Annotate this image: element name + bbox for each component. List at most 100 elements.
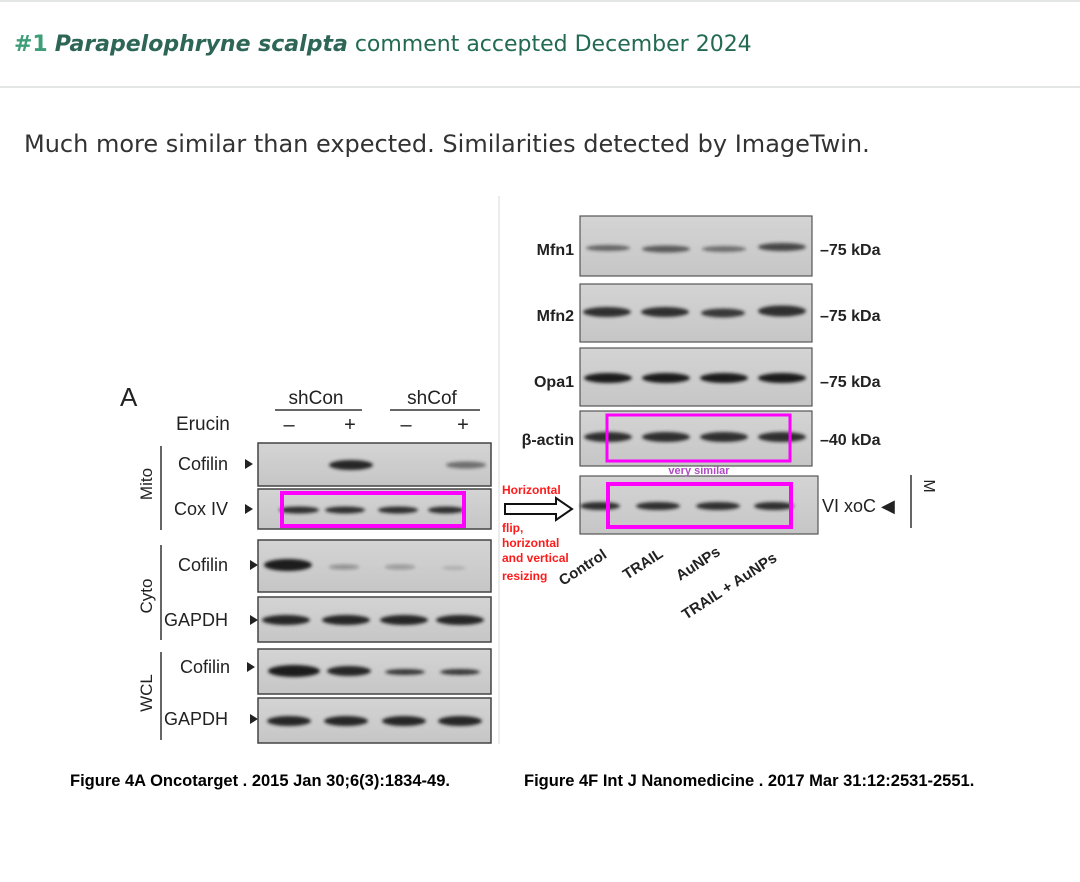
caption-left: Figure 4A Oncotarget . 2015 Jan 30;6(3):…: [70, 772, 450, 790]
blot-band: [641, 307, 689, 317]
transformation-annotation: Horizontal flip, horizontal and vertical…: [502, 483, 574, 583]
blot-band: [436, 615, 484, 625]
lane-label-trail: TRAIL: [620, 545, 666, 583]
annotation-line-3: horizontal: [502, 536, 559, 550]
row-label-cyto-cofilin: Cofilin: [178, 555, 228, 575]
lane-label-aunps: AuNPs: [673, 543, 724, 584]
blot-band: [324, 716, 368, 726]
section-label-cyto: Cyto: [137, 579, 156, 614]
right-blot-panel: Mfn1 Mfn2 Opa1 β-actin –75 kDa –75 kDa –…: [522, 215, 937, 623]
blot-band: [700, 373, 748, 383]
blot-band: [758, 243, 806, 251]
blot-band: [442, 566, 466, 570]
row-label-mfn2: Mfn2: [537, 308, 574, 325]
blot-band: [385, 669, 425, 675]
comment-header: #1 Parapelophryne scalpta comment accept…: [0, 2, 1080, 88]
blot-band: [264, 559, 312, 571]
blot-band: [700, 432, 748, 442]
blot-band: [701, 308, 745, 318]
row-label-beta-actin: β-actin: [522, 432, 574, 449]
blot-band: [586, 245, 630, 251]
section-label-wcl: WCL: [137, 674, 156, 712]
size-label-opa1: –75 kDa: [820, 374, 881, 391]
blot-band: [440, 669, 480, 675]
blot-band: [268, 665, 320, 677]
blot-band: [327, 666, 371, 676]
figure-divider: [498, 196, 500, 744]
row-arrow-icon: [250, 615, 258, 625]
row-label-wcl-cofilin: Cofilin: [180, 657, 230, 677]
blot-band: [428, 506, 464, 514]
blot-band: [325, 506, 365, 514]
panel-letter: A: [120, 382, 138, 412]
blot-band: [642, 245, 690, 253]
blot-band: [583, 307, 631, 317]
row-arrow-icon: [247, 662, 255, 672]
row-label-wcl-gapdh: GAPDH: [164, 709, 228, 729]
blot-band: [446, 461, 486, 469]
blot-band: [378, 506, 418, 514]
annotation-line-2: flip,: [502, 521, 523, 535]
flipped-coxiv-label: VI xoC ◀: [822, 496, 895, 516]
row-arrow-icon: [245, 459, 253, 469]
blot-band: [322, 615, 370, 625]
row-label-cyto-gapdh: GAPDH: [164, 610, 228, 630]
species-link[interactable]: Parapelophryne scalpta: [54, 32, 348, 57]
row-label-opa1: Opa1: [534, 374, 574, 391]
section-label-mito: Mito: [137, 468, 156, 500]
right-arrow-icon: [504, 496, 574, 522]
annotation-line-4: and vertical: [502, 551, 569, 565]
blot-band: [758, 373, 806, 383]
size-label-beta-actin: –40 kDa: [820, 432, 881, 449]
comment-body: Much more similar than expected. Similar…: [24, 130, 870, 158]
blot-band: [267, 716, 311, 726]
blot-band: [382, 716, 426, 726]
similarity-note: very similar: [668, 465, 730, 477]
similarity-highlight-box: [605, 413, 792, 463]
comment-status: comment accepted December 2024: [354, 32, 752, 57]
row-arrow-icon: [250, 560, 258, 570]
similarity-highlight-box: [606, 482, 793, 529]
treatment-sign-2: +: [344, 414, 356, 436]
blot-band: [642, 373, 690, 383]
similarity-highlight-box: [280, 491, 466, 528]
treatment-label: Erucin: [176, 414, 230, 435]
group-label-shcof: shCof: [407, 388, 457, 409]
blot-band: [329, 564, 359, 570]
blot-band: [754, 502, 794, 510]
flipped-section-letter: M: [920, 479, 937, 492]
annotation-line-1: Horizontal: [502, 483, 561, 497]
annotation-line-5: resizing: [502, 569, 547, 583]
blot-band: [279, 506, 319, 514]
blot-band: [262, 615, 310, 625]
size-label-mfn2: –75 kDa: [820, 308, 881, 325]
group-label-shcon: shCon: [289, 388, 344, 409]
row-arrow-icon: [250, 714, 258, 724]
blot-band: [642, 432, 690, 442]
treatment-sign-3: –: [400, 414, 412, 436]
top-divider: [0, 0, 1080, 2]
blot-band: [758, 305, 806, 317]
treatment-sign-4: +: [457, 414, 469, 436]
row-label-mfn1: Mfn1: [537, 242, 574, 259]
row-arrow-icon: [245, 504, 253, 514]
treatment-sign-1: –: [283, 414, 295, 436]
blot-band: [696, 502, 740, 510]
blot-band: [380, 615, 428, 625]
comment-number[interactable]: #1: [14, 32, 48, 57]
blot-band: [580, 502, 620, 510]
blot-band: [584, 373, 632, 383]
blot-band: [329, 460, 373, 470]
left-blot-panel: A shCon shCof Erucin – + – + Mito Cyto W…: [120, 382, 492, 744]
row-label-mito-cofilin: Cofilin: [178, 454, 228, 474]
blot-band: [438, 716, 482, 726]
row-label-mito-coxiv: Cox IV: [174, 499, 228, 519]
blot-band: [385, 564, 415, 570]
caption-right: Figure 4F Int J Nanomedicine . 2017 Mar …: [524, 772, 975, 790]
blot-band: [636, 502, 680, 510]
blot-band: [702, 246, 746, 252]
comment-title: #1 Parapelophryne scalpta comment accept…: [14, 32, 752, 57]
size-label-mfn1: –75 kDa: [820, 242, 881, 259]
blot-band: [758, 432, 806, 442]
